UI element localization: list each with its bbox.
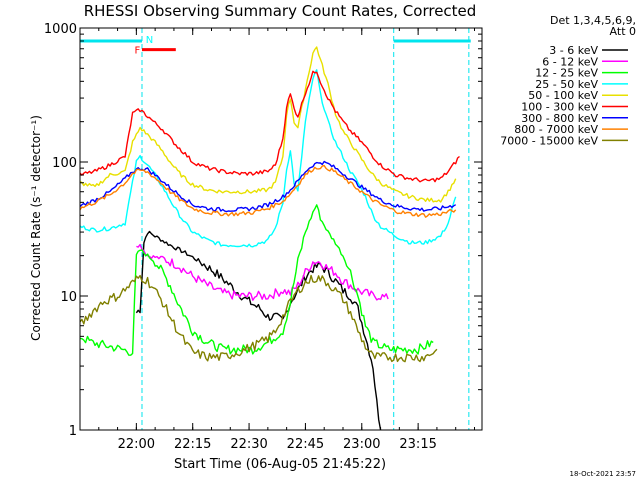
- legend-label-0: 3 - 6 keV: [549, 44, 598, 57]
- x-tick-label-2: 22:30: [230, 437, 267, 452]
- legend-label-3: 25 - 50 keV: [535, 78, 598, 91]
- footer-timestamp: 18-Oct-2021 23:57: [570, 470, 636, 478]
- series-line-1: [136, 243, 389, 301]
- legend-header-1: Att 0: [610, 25, 636, 38]
- flag-label-0: N: [146, 35, 153, 46]
- y-tick-label-3: 1000: [44, 22, 77, 37]
- legend-header-0: Det 1,3,4,5,6,9,: [550, 14, 636, 27]
- legend-label-1: 6 - 12 keV: [542, 55, 598, 68]
- x-tick-label-4: 23:00: [343, 437, 380, 452]
- flag-label-1: F: [134, 46, 140, 57]
- y-tick-label-1: 10: [60, 290, 77, 305]
- series-group: [79, 46, 460, 431]
- y-tick-label-2: 100: [52, 156, 77, 171]
- x-tick-label-0: 22:00: [118, 437, 155, 452]
- plot-frame: [79, 27, 483, 431]
- series-line-6: [79, 160, 457, 213]
- legend-label-7: 800 - 7000 keV: [514, 123, 598, 136]
- legend-label-2: 12 - 25 keV: [535, 67, 598, 80]
- series-line-3: [79, 69, 457, 248]
- legend-label-5: 100 - 300 keV: [521, 101, 598, 114]
- series-line-2: [79, 204, 434, 356]
- series-line-0: [135, 230, 382, 431]
- legend-label-4: 50 - 100 keV: [528, 89, 598, 102]
- series-line-4: [79, 46, 457, 203]
- legend-label-8: 7000 - 15000 keV: [500, 134, 598, 147]
- series-line-5: [79, 70, 460, 183]
- y-axis-label: Corrected Count Rate (s⁻¹ detector⁻¹): [29, 115, 43, 341]
- flag-group: NF: [80, 35, 471, 57]
- chart-title: RHESSI Observing Summary Count Rates, Co…: [84, 2, 477, 20]
- x-axis-label: Start Time (06-Aug-05 21:45:22): [174, 457, 386, 472]
- y-tick-label-0: 1: [69, 424, 77, 439]
- night-line-group: [141, 28, 470, 430]
- series-line-8: [79, 274, 438, 363]
- x-tick-label-3: 22:45: [287, 437, 324, 452]
- series-line-7: [79, 164, 457, 218]
- legend-label-6: 300 - 800 keV: [521, 112, 598, 125]
- axes-group: 22:00 22:15 22:30 22:45 23:00 23:15 1 10 100 1000: [44, 22, 483, 452]
- x-tick-label-1: 22:15: [174, 437, 211, 452]
- x-tick-label-5: 23:15: [399, 437, 436, 452]
